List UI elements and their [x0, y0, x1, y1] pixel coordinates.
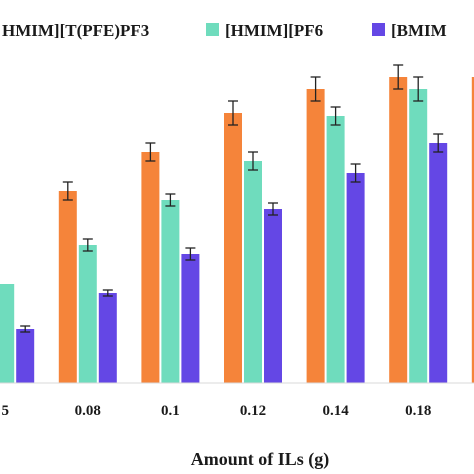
x-tick-label-6: 0.18	[405, 403, 431, 419]
bar-series-3-cat-2	[98, 293, 117, 383]
bar-series-2-cat-2	[78, 245, 97, 383]
legend: HMIM][T(PFE)PF3 [HMIM][PF6 [BMIM	[2, 21, 447, 40]
bar-series-1-cat-4	[224, 113, 242, 383]
bar-series-1-cat-5	[306, 89, 325, 383]
error-bar-series-2-cat-5	[330, 106, 341, 126]
legend-label-series-1: HMIM][T(PFE)PF3	[2, 21, 149, 40]
bar-series-1-cat-3	[141, 152, 160, 383]
x-tick-labels: 5 0.08 0.1 0.12 0.14 0.18	[1, 403, 431, 419]
error-bar-series-3-cat-4	[268, 202, 278, 216]
bar-series-2-cat-4	[244, 161, 262, 383]
bar-series-3-cat-6	[429, 143, 448, 383]
error-bar-series-2-cat-3	[165, 193, 176, 207]
bar-series-1-cat-2	[58, 191, 77, 383]
error-bar-series-2-cat-4	[248, 151, 258, 171]
x-axis-title: Amount of ILs (g)	[191, 449, 330, 470]
bar-series-3-cat-4	[264, 209, 282, 383]
x-tick-label-5: 0.14	[322, 403, 349, 419]
error-bars-group	[20, 64, 444, 333]
bar-series-2-cat-1	[0, 284, 15, 383]
error-bar-series-1-cat-4	[228, 100, 238, 126]
x-tick-label-1: 5	[1, 403, 9, 419]
bar-series-1-cat-7	[471, 77, 474, 383]
error-bar-series-1-cat-3	[145, 142, 156, 162]
error-bar-series-2-cat-6	[413, 76, 424, 102]
x-tick-label-4: 0.12	[240, 403, 266, 419]
bar-series-2-cat-6	[409, 89, 428, 383]
bar-series-3-cat-3	[181, 254, 200, 383]
bar-series-3-cat-5	[346, 173, 365, 383]
bar-series-3-cat-1	[16, 329, 35, 383]
x-tick-label-3: 0.1	[161, 403, 180, 419]
error-bar-series-3-cat-2	[102, 289, 113, 297]
error-bar-series-1-cat-6	[393, 64, 404, 90]
bars-group	[0, 77, 474, 383]
x-tick-label-2: 0.08	[75, 403, 101, 419]
legend-label-series-2: [HMIM][PF6	[225, 21, 323, 40]
error-bar-series-3-cat-1	[20, 325, 31, 333]
legend-swatch-series-3	[372, 23, 385, 36]
bar-series-2-cat-5	[326, 116, 345, 383]
error-bar-series-1-cat-2	[62, 181, 73, 201]
error-bar-series-3-cat-3	[185, 247, 196, 261]
error-bar-series-1-cat-5	[310, 76, 321, 102]
error-bar-series-3-cat-5	[350, 163, 361, 183]
legend-label-series-3: [BMIM	[391, 21, 447, 40]
legend-swatch-series-2	[206, 23, 219, 36]
bar-series-2-cat-3	[161, 200, 180, 383]
bar-series-1-cat-6	[389, 77, 408, 383]
error-bar-series-3-cat-6	[433, 133, 444, 153]
error-bar-series-2-cat-2	[82, 238, 93, 252]
